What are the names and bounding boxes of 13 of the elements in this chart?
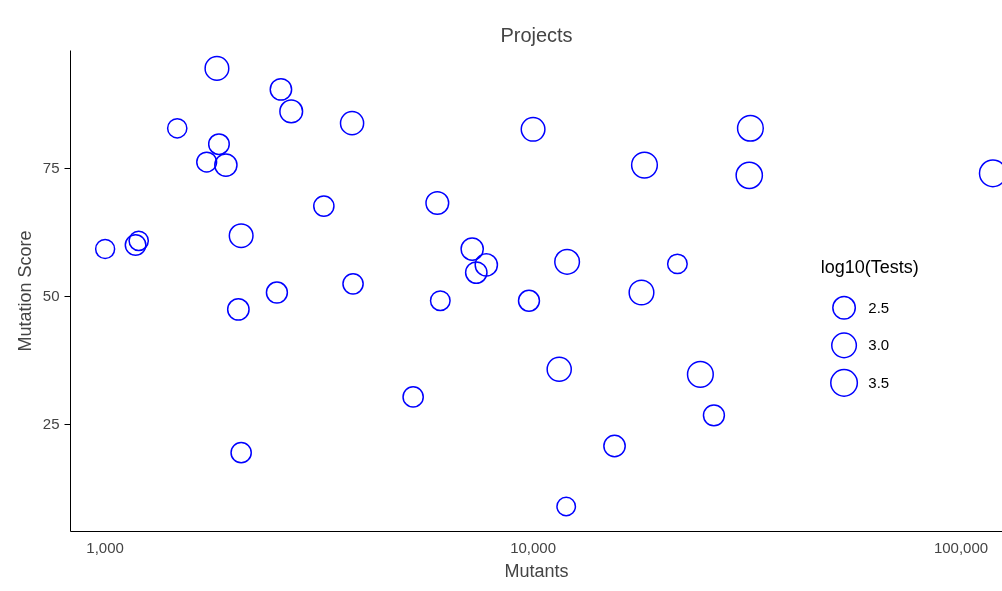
y-tick-label: 50 xyxy=(42,287,60,305)
chart-title: Projects xyxy=(500,23,573,46)
x-axis-title: Mutants xyxy=(504,560,569,581)
x-tick-label: 10,000 xyxy=(510,538,557,556)
legend-label: 3.0 xyxy=(868,336,890,354)
y-tick-label: 25 xyxy=(42,415,60,433)
y-axis-title: Mutation Score xyxy=(14,230,35,352)
legend-label: 3.5 xyxy=(868,373,890,391)
y-tick-label: 75 xyxy=(42,159,60,177)
x-tick-label: 100,000 xyxy=(933,538,989,556)
x-tick-label: 1,000 xyxy=(86,538,124,556)
legend-title: log10(Tests) xyxy=(820,256,919,277)
legend-label: 2.5 xyxy=(868,298,890,316)
